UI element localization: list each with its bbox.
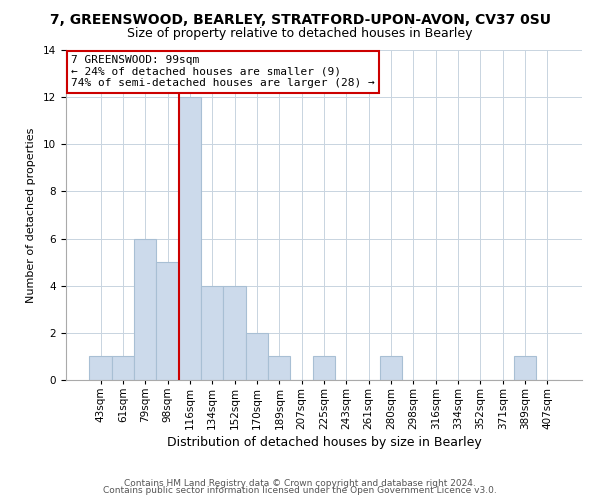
Bar [380,356,402,380]
Text: Contains HM Land Registry data © Crown copyright and database right 2024.: Contains HM Land Registry data © Crown c… [124,478,476,488]
Bar [201,286,223,380]
X-axis label: Distribution of detached houses by size in Bearley: Distribution of detached houses by size … [167,436,481,449]
Bar [313,356,335,380]
Text: 7 GREENSWOOD: 99sqm
← 24% of detached houses are smaller (9)
74% of semi-detache: 7 GREENSWOOD: 99sqm ← 24% of detached ho… [71,55,375,88]
Bar [112,356,134,380]
Bar [89,356,112,380]
Text: Contains public sector information licensed under the Open Government Licence v3: Contains public sector information licen… [103,486,497,495]
Bar [246,333,268,380]
Text: 7, GREENSWOOD, BEARLEY, STRATFORD-UPON-AVON, CV37 0SU: 7, GREENSWOOD, BEARLEY, STRATFORD-UPON-A… [49,12,551,26]
Bar [268,356,290,380]
Bar [223,286,246,380]
Bar [134,238,157,380]
Bar [514,356,536,380]
Bar [157,262,179,380]
Text: Size of property relative to detached houses in Bearley: Size of property relative to detached ho… [127,28,473,40]
Y-axis label: Number of detached properties: Number of detached properties [26,128,36,302]
Bar [179,97,201,380]
